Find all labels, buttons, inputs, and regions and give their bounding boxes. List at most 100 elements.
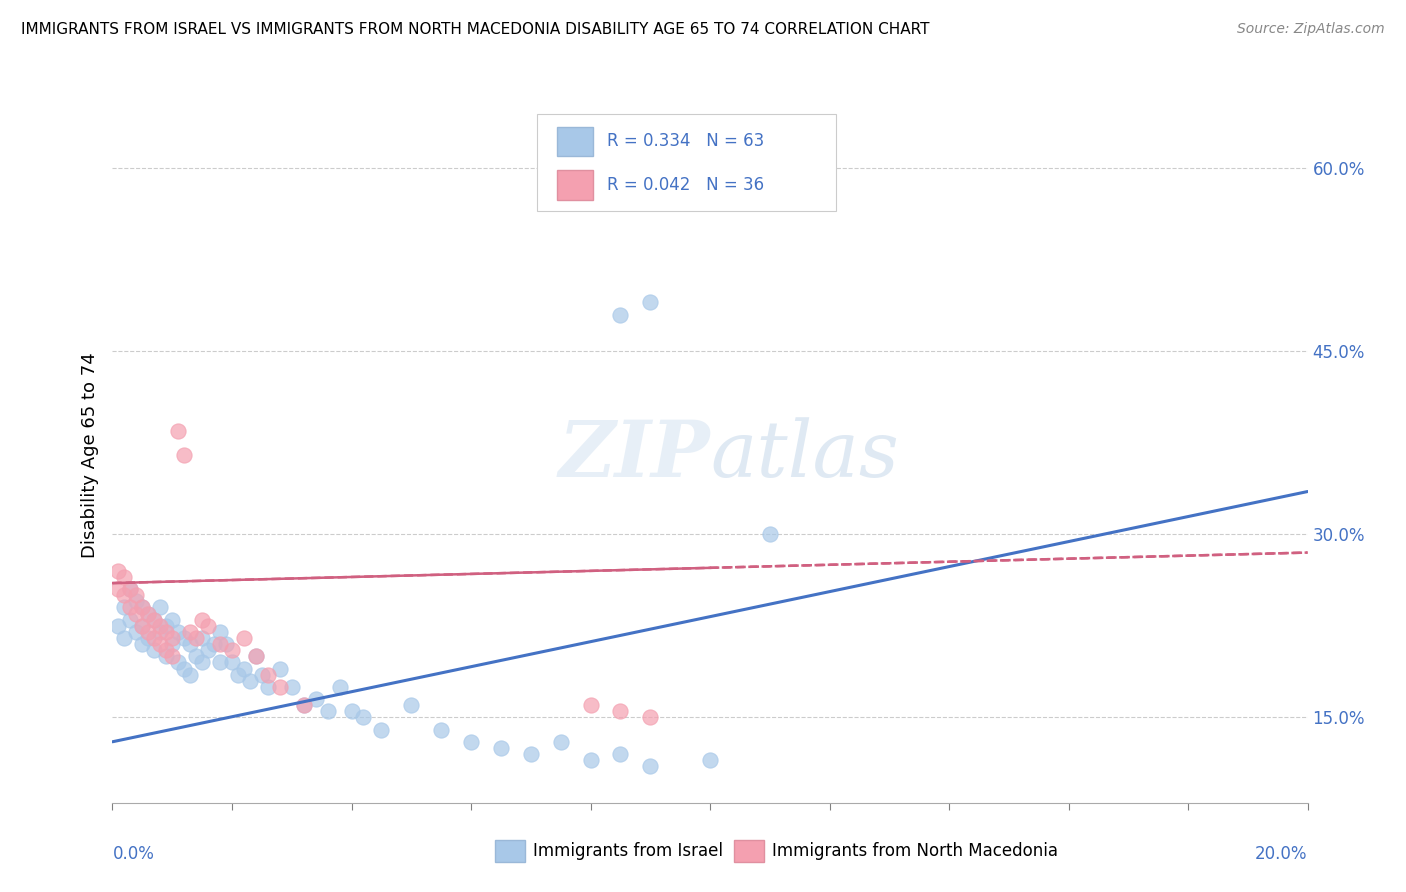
Point <box>226 667 249 681</box>
Point <box>155 624 177 639</box>
Point <box>221 656 243 670</box>
Point <box>638 295 662 310</box>
Point <box>138 607 160 621</box>
FancyBboxPatch shape <box>557 127 593 156</box>
Point <box>114 600 135 615</box>
Point <box>114 588 135 602</box>
Point <box>114 631 135 645</box>
Point <box>179 624 201 639</box>
Point <box>138 624 160 639</box>
Point <box>167 656 190 670</box>
FancyBboxPatch shape <box>557 170 593 200</box>
Point <box>131 600 153 615</box>
Point <box>125 588 148 602</box>
Point <box>173 661 195 675</box>
Point <box>149 637 172 651</box>
Text: R = 0.042   N = 36: R = 0.042 N = 36 <box>607 176 765 194</box>
Point <box>460 735 482 749</box>
Point <box>269 661 291 675</box>
Point <box>186 649 208 664</box>
Point <box>245 649 267 664</box>
Point <box>208 637 231 651</box>
Point <box>162 637 183 651</box>
Point <box>699 753 721 767</box>
Point <box>120 582 142 597</box>
Point <box>155 619 177 633</box>
Point <box>179 667 201 681</box>
Point <box>125 624 148 639</box>
Point <box>340 704 363 718</box>
Text: 20.0%: 20.0% <box>1256 845 1308 863</box>
Point <box>269 680 291 694</box>
FancyBboxPatch shape <box>537 114 835 211</box>
Point <box>191 656 214 670</box>
Point <box>609 704 631 718</box>
Point <box>125 594 148 608</box>
Point <box>131 600 153 615</box>
Point <box>316 704 339 718</box>
Point <box>328 680 352 694</box>
Text: Immigrants from Israel: Immigrants from Israel <box>533 842 723 860</box>
Y-axis label: Disability Age 65 to 74: Disability Age 65 to 74 <box>80 352 98 558</box>
FancyBboxPatch shape <box>495 839 524 862</box>
Point <box>120 613 142 627</box>
Text: ZIP: ZIP <box>558 417 710 493</box>
Point <box>125 607 148 621</box>
Point <box>292 698 315 713</box>
Point <box>208 656 231 670</box>
Point <box>401 698 423 713</box>
Point <box>257 667 280 681</box>
Point <box>186 631 208 645</box>
Point <box>191 631 214 645</box>
Point <box>173 448 195 462</box>
Point <box>304 692 326 706</box>
Point <box>143 613 166 627</box>
Text: Immigrants from North Macedonia: Immigrants from North Macedonia <box>772 842 1059 860</box>
Point <box>197 643 219 657</box>
Text: 0.0%: 0.0% <box>112 845 155 863</box>
Point <box>250 667 273 681</box>
Point <box>143 643 166 657</box>
Text: Source: ZipAtlas.com: Source: ZipAtlas.com <box>1237 22 1385 37</box>
Point <box>149 600 172 615</box>
Point <box>107 619 129 633</box>
Point <box>759 527 782 541</box>
Point <box>131 619 153 633</box>
Point <box>292 698 315 713</box>
Point <box>489 740 512 755</box>
Point <box>430 723 453 737</box>
Text: IMMIGRANTS FROM ISRAEL VS IMMIGRANTS FROM NORTH MACEDONIA DISABILITY AGE 65 TO 7: IMMIGRANTS FROM ISRAEL VS IMMIGRANTS FRO… <box>21 22 929 37</box>
Point <box>520 747 543 761</box>
Point <box>138 631 160 645</box>
Point <box>370 723 392 737</box>
Point <box>167 424 190 438</box>
Point <box>162 613 183 627</box>
Point <box>197 619 219 633</box>
Point <box>221 643 243 657</box>
Point <box>609 308 631 322</box>
Point <box>120 600 142 615</box>
Point <box>579 698 602 713</box>
Point <box>245 649 267 664</box>
Point <box>162 649 183 664</box>
Point <box>131 637 153 651</box>
Point <box>239 673 262 688</box>
Point <box>179 637 201 651</box>
Point <box>281 680 304 694</box>
Point <box>167 624 190 639</box>
Text: R = 0.334   N = 63: R = 0.334 N = 63 <box>607 132 765 150</box>
Point <box>202 637 225 651</box>
Point <box>143 631 166 645</box>
Point <box>138 607 160 621</box>
Point <box>155 643 177 657</box>
FancyBboxPatch shape <box>734 839 763 862</box>
Point <box>550 735 572 749</box>
Point <box>257 680 280 694</box>
Point <box>149 619 172 633</box>
Point <box>638 759 662 773</box>
Point <box>143 613 166 627</box>
Point <box>107 582 129 597</box>
Point <box>352 710 374 724</box>
Point <box>155 649 177 664</box>
Point <box>107 564 129 578</box>
